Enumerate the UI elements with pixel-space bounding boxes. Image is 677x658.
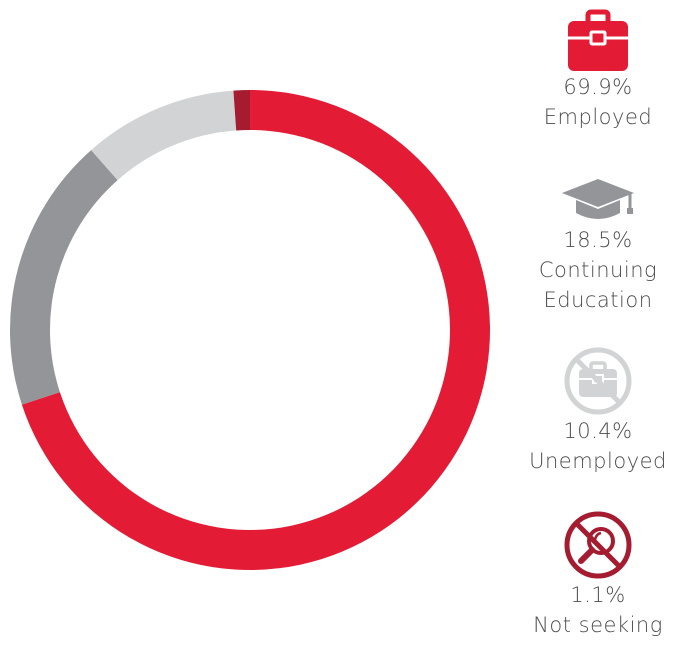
- briefcase-icon: [568, 9, 628, 71]
- legend-item-not-seeking: 1.1% Not seeking: [498, 510, 677, 640]
- legend-item-continuing-education: 18.5% Continuing Education: [498, 175, 677, 315]
- legend-item-employed: 69.9% Employed: [498, 8, 677, 132]
- legend-label: Not seeking: [533, 613, 663, 637]
- legend-value: 69.9%: [563, 75, 633, 99]
- legend-label-line2: Education: [543, 288, 653, 312]
- legend-label: Unemployed: [529, 449, 667, 473]
- legend-value: 18.5%: [563, 228, 633, 252]
- donut-slice-unemployed: [91, 90, 237, 181]
- legend-label-line1: Continuing: [538, 258, 658, 282]
- no-search-icon: [564, 511, 632, 579]
- graduation-cap-icon: [562, 179, 634, 219]
- legend-value: 1.1%: [570, 583, 626, 607]
- donut-chart: [9, 90, 490, 570]
- donut-slice-continuing-education: [9, 150, 118, 405]
- legend-label: Employed: [543, 105, 653, 129]
- donut-slice-not-seeking: [233, 90, 250, 131]
- no-briefcase-icon: [564, 347, 632, 415]
- legend-value: 10.4%: [563, 419, 633, 443]
- legend-item-unemployed: 10.4% Unemployed: [498, 346, 677, 476]
